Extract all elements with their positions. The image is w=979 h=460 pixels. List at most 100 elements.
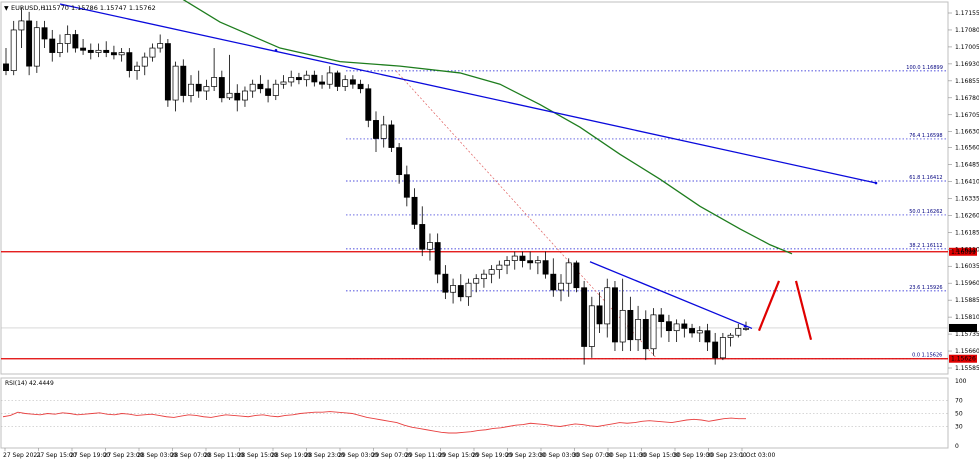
bear-candle-body xyxy=(234,92,241,101)
candle xyxy=(704,323,711,352)
candle xyxy=(141,52,148,76)
bull-candle-body xyxy=(95,49,102,53)
candle xyxy=(396,143,403,184)
price-tick-label: 1.16110 xyxy=(955,246,979,253)
candle xyxy=(149,43,156,62)
candle xyxy=(450,278,457,304)
time-tick-label: 29 Sep 11:00 xyxy=(405,452,445,459)
bear-candle-body xyxy=(434,242,441,275)
fib-level-label: 0.0 1.15626 xyxy=(912,353,942,359)
candle xyxy=(195,70,202,98)
rsi-tick-label: 50 xyxy=(955,411,963,418)
bear-candle-body xyxy=(596,305,603,325)
time-tick-label: 28 Sep 03:00 xyxy=(137,452,177,459)
time-tick-label: 27 Sep 23:00 xyxy=(104,452,144,459)
time-tick-label: 1 Oct 03:00 xyxy=(740,452,775,459)
price-tick-label: 1.15735 xyxy=(955,331,979,338)
forecast-up-line xyxy=(757,280,781,332)
bull-candle-body xyxy=(504,260,510,266)
fib-level-label: 50.0 1.16262 xyxy=(909,209,942,215)
time-tick-label: 27 Sep 19:00 xyxy=(70,452,110,459)
candle xyxy=(627,296,634,352)
price-tick-label: 1.16185 xyxy=(955,229,979,236)
bull-candle-body xyxy=(141,56,148,67)
candle xyxy=(288,70,295,87)
bull-candle-body xyxy=(188,83,194,96)
bear-candle-body xyxy=(164,43,171,101)
candle xyxy=(419,206,426,257)
candle xyxy=(10,20,17,76)
bear-candle-body xyxy=(519,255,526,261)
time-tick-label: 30 Sep 23:00 xyxy=(707,452,747,459)
fib-swing-line xyxy=(395,70,658,359)
candle xyxy=(650,308,657,356)
candle xyxy=(604,278,611,338)
candle xyxy=(103,41,110,58)
bull-candle-body xyxy=(480,273,487,280)
candle xyxy=(565,258,572,297)
bear-candle-body xyxy=(681,323,688,329)
candle xyxy=(388,120,395,153)
last-price-tag xyxy=(949,323,977,332)
bull-candle-body xyxy=(735,328,742,336)
bear-candle-body xyxy=(265,88,272,96)
candle xyxy=(249,79,256,98)
bear-candle-body xyxy=(26,20,33,67)
price-tick-label: 1.15660 xyxy=(955,348,979,355)
candle xyxy=(480,269,487,288)
candle xyxy=(696,326,703,342)
bull-candle-body xyxy=(635,319,642,341)
bull-candle-body xyxy=(326,72,333,85)
bull-candle-body xyxy=(465,282,472,298)
candle xyxy=(218,70,225,103)
price-tick-label: 1.16260 xyxy=(955,212,979,219)
candle xyxy=(735,323,742,338)
candle xyxy=(689,323,695,338)
candle xyxy=(434,233,441,284)
bear-candle-body xyxy=(180,65,187,96)
candle xyxy=(658,308,665,338)
candle xyxy=(49,29,56,62)
price-level-tag-label: 1.16099 xyxy=(951,249,976,256)
price-tick-label: 1.16335 xyxy=(955,195,979,202)
candle xyxy=(57,34,63,58)
bull-candle-body xyxy=(134,65,140,72)
bull-candle-body xyxy=(727,334,734,338)
bear-candle-body xyxy=(218,77,225,99)
time-tick-label: 28 Sep 19:00 xyxy=(271,452,311,459)
bear-candle-body xyxy=(349,79,356,85)
rsi-label: RSI(14) 42.4449 xyxy=(5,380,54,387)
candle xyxy=(118,48,125,62)
bull-candle-body xyxy=(743,328,749,330)
fib-level-label: 61.8 1.16412 xyxy=(909,175,942,181)
bull-candle-body xyxy=(488,269,495,275)
chart-menu-icon[interactable]: ▼ xyxy=(4,5,9,12)
time-tick-label: 29 Sep 19:00 xyxy=(472,452,512,459)
bull-candle-body xyxy=(249,83,256,92)
candle xyxy=(581,280,588,365)
fib-level-label: 76.4 1.16598 xyxy=(909,133,942,139)
candle xyxy=(473,274,480,293)
bear-candle-body xyxy=(396,147,403,176)
candle xyxy=(588,296,595,358)
candle xyxy=(373,111,379,153)
bear-candle-body xyxy=(442,273,449,293)
bear-candle-body xyxy=(103,49,110,53)
trend-anchor-point xyxy=(274,49,278,52)
candle xyxy=(619,278,626,352)
candle xyxy=(72,29,79,53)
candle xyxy=(319,75,325,89)
rsi-tick-label: 100 xyxy=(955,378,967,385)
bear-candle-body xyxy=(373,120,379,139)
candle xyxy=(427,233,433,261)
bear-candle-body xyxy=(527,260,534,264)
candle xyxy=(80,39,87,55)
candle xyxy=(164,39,171,107)
candle xyxy=(265,79,272,103)
fib-level-label: 23.6 1.15926 xyxy=(909,285,942,291)
bull-candle-body xyxy=(57,43,63,53)
short-trend-line xyxy=(589,261,753,330)
bear-candle-body xyxy=(550,273,557,291)
time-tick-label: 29 Sep 23:00 xyxy=(506,452,546,459)
bear-candle-body xyxy=(658,314,665,322)
